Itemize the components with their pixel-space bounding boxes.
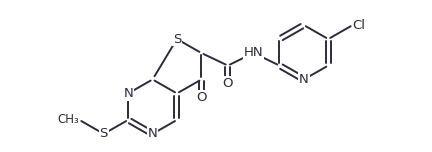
Text: N: N xyxy=(148,127,157,140)
Text: O: O xyxy=(196,91,206,104)
Text: HN: HN xyxy=(244,47,264,59)
Text: O: O xyxy=(222,77,233,90)
Text: N: N xyxy=(299,73,309,86)
Text: CH₃: CH₃ xyxy=(57,113,79,126)
Text: N: N xyxy=(123,87,133,100)
Text: S: S xyxy=(173,33,181,46)
Text: S: S xyxy=(99,127,108,140)
Text: Cl: Cl xyxy=(353,19,365,32)
